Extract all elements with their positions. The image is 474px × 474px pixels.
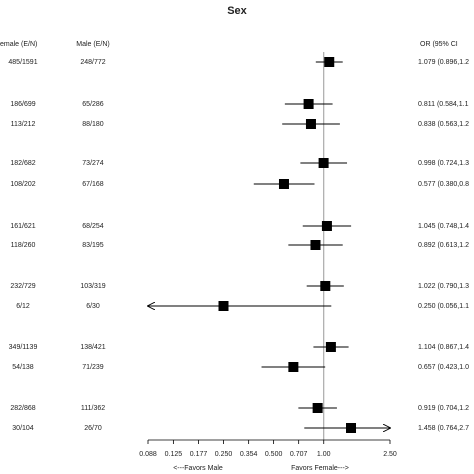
point-estimate (310, 240, 321, 250)
female-count: 6/12 (16, 303, 30, 310)
point-estimate (321, 221, 332, 231)
column-header: Male (E/N) (76, 41, 109, 48)
male-count: 71/239 (82, 364, 104, 371)
male-count: 67/168 (82, 181, 104, 188)
male-count: 68/254 (82, 223, 104, 230)
male-count: 248/772 (80, 59, 105, 66)
or-label: 1.045 (0.748,1.4 (418, 223, 469, 230)
male-count: 65/286 (82, 101, 104, 108)
or-label: 0.892 (0.613,1.2 (418, 242, 469, 249)
male-count: 83/195 (82, 242, 104, 249)
x-tick-label: 1.00 (317, 451, 331, 458)
female-count: 113/212 (11, 121, 36, 128)
or-label: 0.577 (0.380,0.8 (418, 181, 469, 188)
male-count: 26/70 (84, 425, 102, 432)
or-label: 0.250 (0.056,1.1 (418, 303, 469, 310)
x-tick-label: 0.500 (265, 451, 283, 458)
male-count: 111/362 (81, 405, 105, 412)
column-header: OR (95% CI (420, 41, 458, 48)
point-estimate (346, 423, 357, 433)
female-count: 232/729 (10, 283, 35, 290)
x-tick-label: 0.354 (240, 451, 258, 458)
or-label: 1.022 (0.790,1.3 (418, 283, 469, 290)
female-count: 108/202 (10, 181, 35, 188)
point-estimate (218, 301, 229, 311)
or-label: 0.919 (0.704,1.2 (418, 405, 469, 412)
female-count: 30/104 (12, 425, 34, 432)
x-tick-label: 0.250 (215, 451, 233, 458)
female-count: 485/1591 (8, 59, 37, 66)
favor-label: Favors Female---> (291, 465, 349, 472)
chart-title: Sex (227, 5, 247, 17)
female-count: 161/621 (10, 223, 35, 230)
or-label: 1.104 (0.867,1.4 (418, 344, 469, 351)
point-estimate (288, 362, 299, 372)
favor-label: <---Favors Male (173, 465, 223, 472)
or-label: 1.458 (0.764,2.7 (418, 425, 469, 432)
male-count: 73/274 (82, 160, 104, 167)
column-header: emale (E/N) (0, 41, 37, 48)
female-count: 118/260 (11, 242, 36, 249)
x-tick-label: 0.177 (190, 451, 208, 458)
male-count: 6/30 (86, 303, 100, 310)
male-count: 103/319 (80, 283, 105, 290)
point-estimate (312, 403, 323, 413)
female-count: 182/682 (10, 160, 35, 167)
point-estimate (278, 179, 289, 189)
point-estimate (324, 57, 335, 67)
female-count: 54/138 (12, 364, 34, 371)
point-estimate (320, 281, 331, 291)
x-tick-label: 0.125 (165, 451, 183, 458)
point-estimate (325, 342, 336, 352)
or-label: 0.657 (0.423,1.0 (418, 364, 469, 371)
female-count: 349/1139 (9, 344, 38, 351)
male-count: 88/180 (82, 121, 104, 128)
point-estimate (318, 158, 329, 168)
x-tick-label: 0.088 (139, 451, 157, 458)
or-label: 0.811 (0.584,1.1 (418, 101, 469, 108)
point-estimate (305, 119, 316, 129)
female-count: 186/699 (10, 101, 35, 108)
x-tick-label: 2.50 (383, 451, 397, 458)
point-estimate (303, 99, 314, 109)
or-label: 0.838 (0.563,1.2 (418, 121, 469, 128)
male-count: 138/421 (80, 344, 105, 351)
female-count: 282/868 (10, 405, 35, 412)
x-tick-label: 0.707 (290, 451, 308, 458)
or-label: 0.998 (0.724,1.3 (418, 160, 469, 167)
or-label: 1.079 (0.896,1.2 (418, 59, 469, 66)
